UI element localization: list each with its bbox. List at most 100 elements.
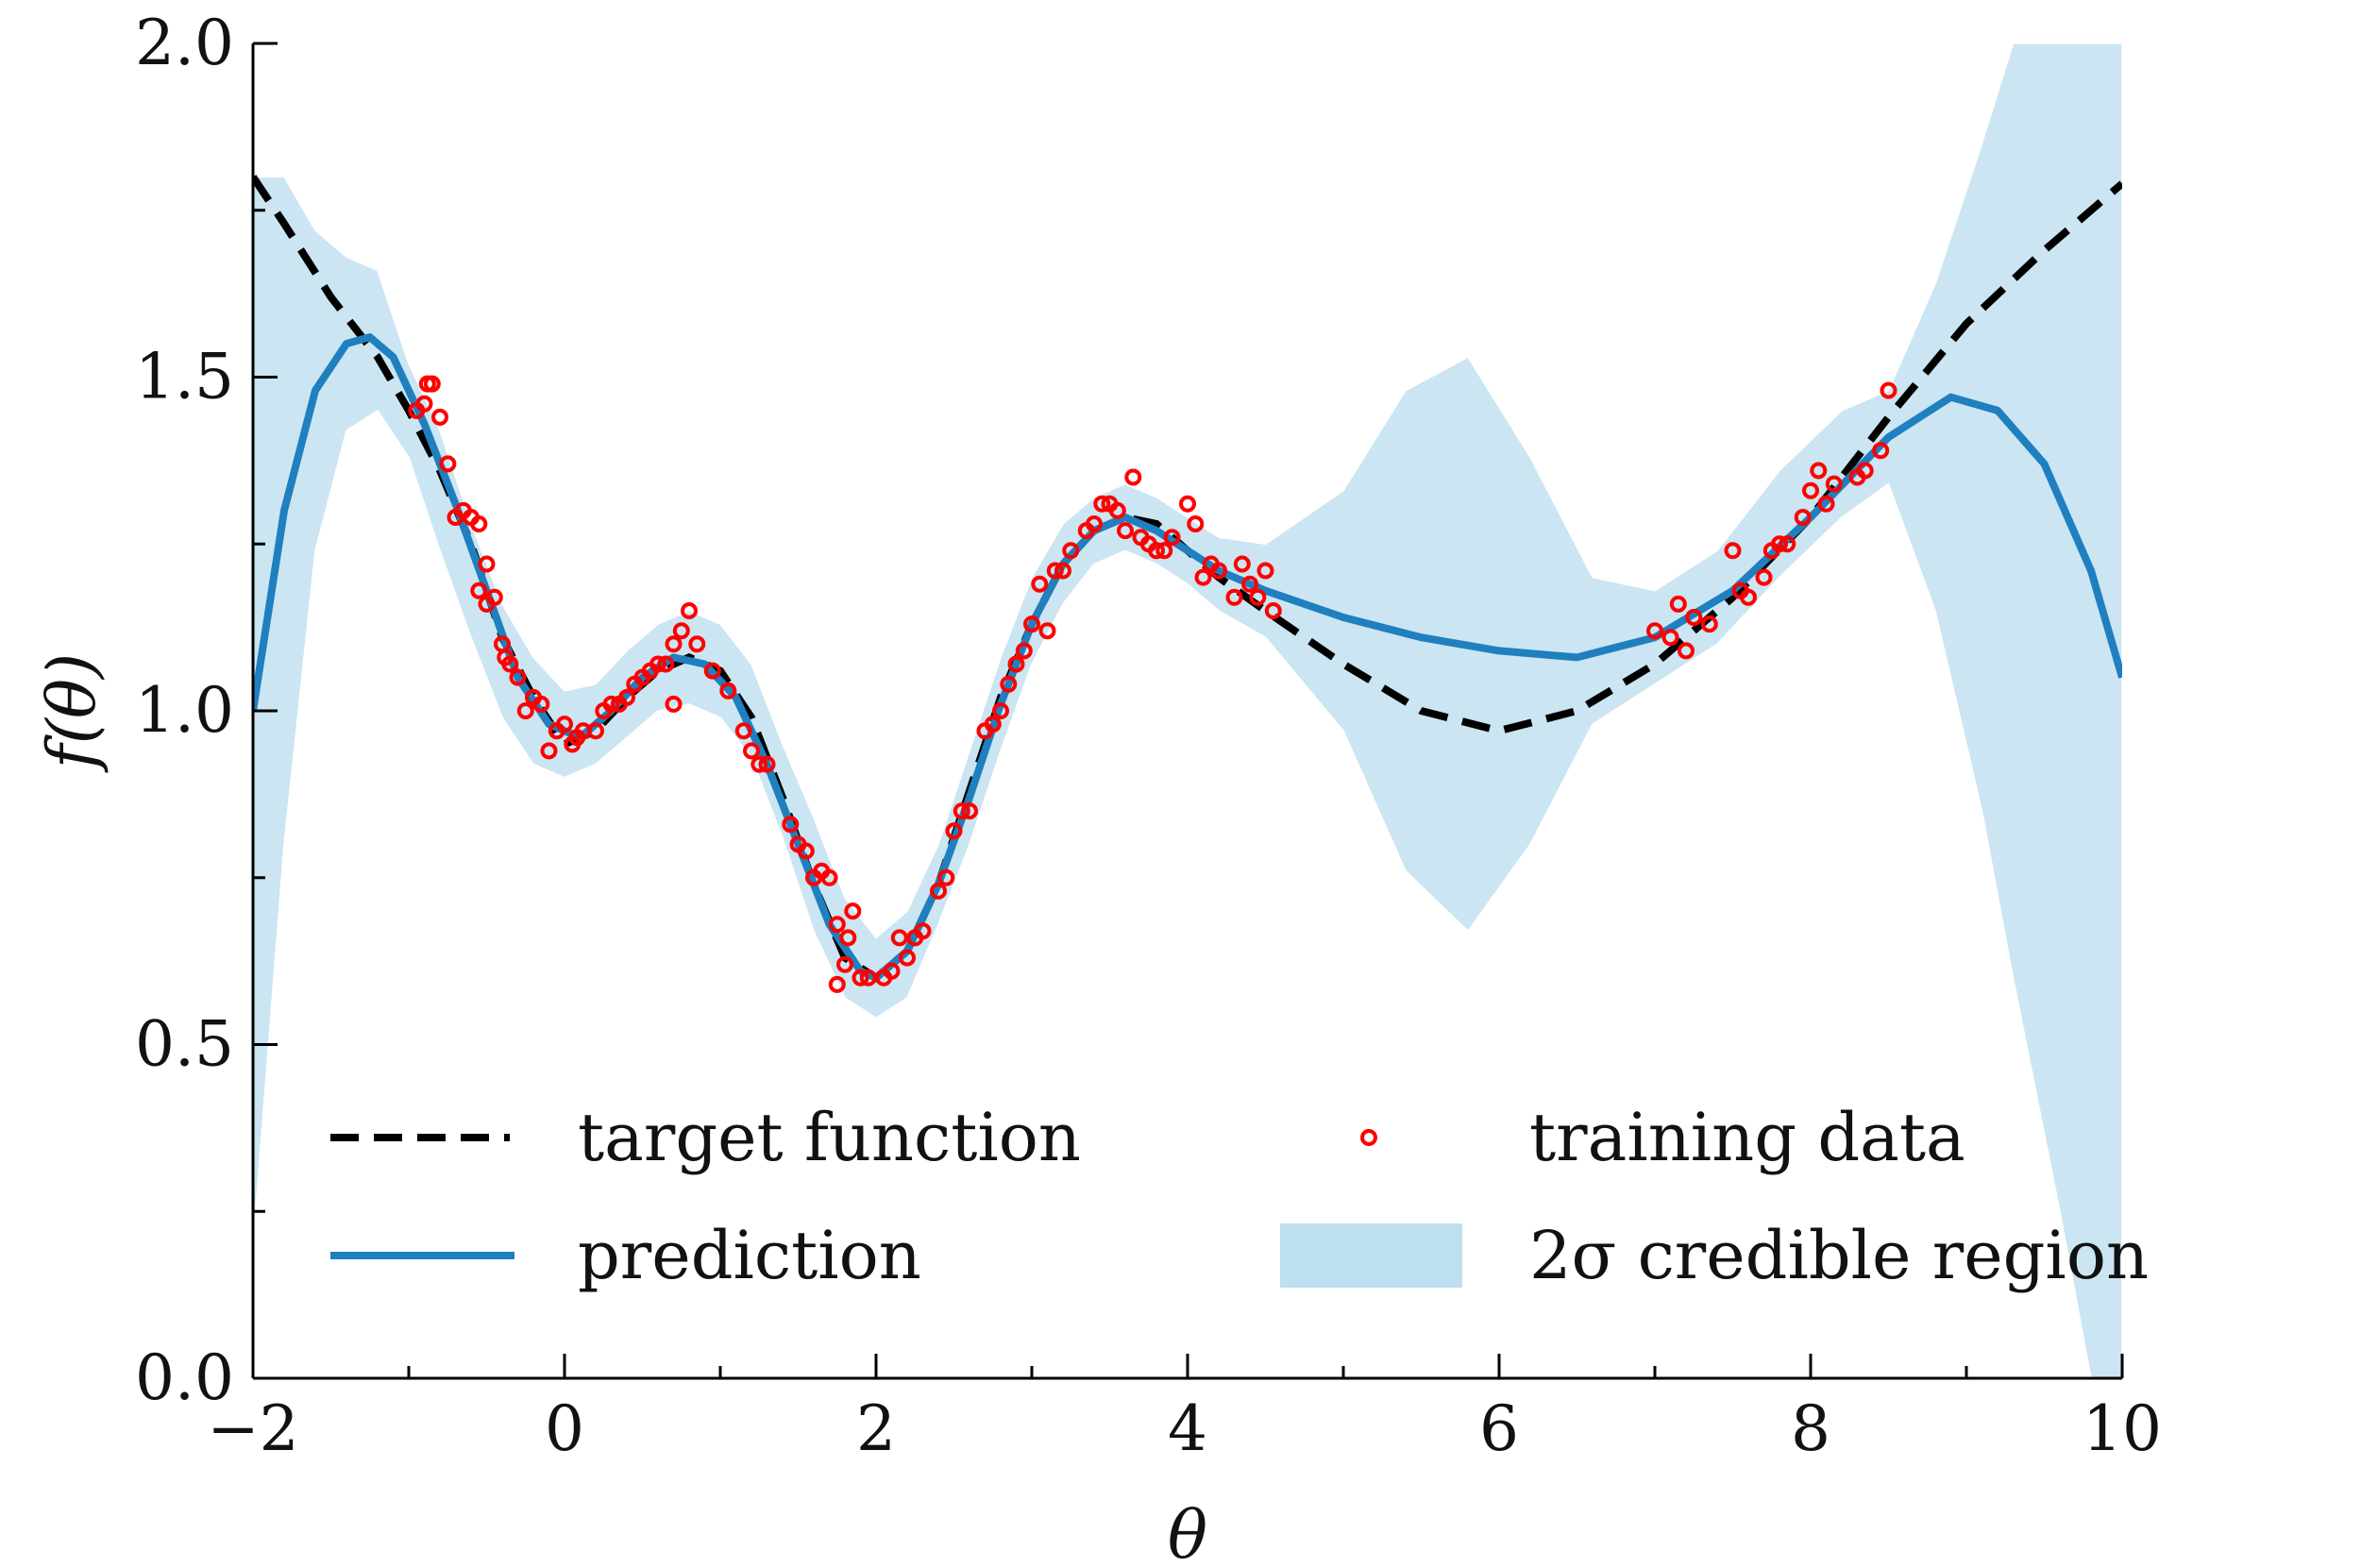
training-point-94 [1155,542,1173,560]
training-point-38 [665,695,683,713]
training-point-67 [930,882,947,900]
training-point-104 [1249,588,1267,606]
legend-label-band: 2σ credible region [1529,1217,2149,1294]
training-point-62 [883,962,901,980]
training-point-71 [961,802,978,820]
training-point-85 [1086,515,1103,532]
legend-label-target: target function [578,1099,1081,1176]
training-point-123 [1817,495,1835,513]
y-axis-label: f(θ) [33,653,110,774]
training-point-20 [532,695,550,713]
training-point-95 [1163,529,1181,547]
training-point-112 [1700,615,1718,633]
training-point-23 [556,716,573,733]
training-point-63 [890,929,908,947]
training-point-102 [1233,555,1251,573]
x-tick-label: −2 [207,1392,298,1465]
training-point-17 [509,668,527,686]
training-point-76 [1007,655,1025,673]
training-point-75 [1000,675,1018,693]
training-point-16 [501,655,519,673]
training-point-44 [734,722,752,740]
training-point-77 [1015,642,1033,660]
training-point-105 [1256,562,1274,580]
training-point-108 [1661,629,1679,647]
credible-region-band [253,43,2122,1378]
training-point-118 [1771,535,1788,553]
training-point-50 [797,842,815,860]
training-point-124 [1825,475,1843,493]
training-point-73 [984,716,1002,733]
training-point-36 [657,655,675,673]
training-point-98 [1194,568,1212,586]
training-point-107 [1646,622,1663,640]
training-point-39 [672,622,690,640]
training-point-40 [681,602,698,619]
legend-item-target: target function [330,1099,1081,1176]
training-point-43 [719,682,737,700]
training-point-79 [1031,575,1049,593]
y-tick-label: 1.5 [135,341,234,413]
training-point-13 [485,588,503,606]
training-point-128 [1880,381,1897,399]
training-point-60 [859,969,877,986]
training-point-56 [836,955,853,973]
legend: target function prediction training data 2σ… [330,1099,2149,1294]
training-point-86 [1093,495,1111,513]
axes: −2 0 2 4 6 8 10 0.0 0.5 1.0 1.5 2.0 [135,7,2162,1465]
training-point-3 [423,375,441,393]
x-axis-label: θ [1168,1496,1207,1568]
training-point-100 [1210,562,1227,580]
legend-label-prediction: prediction [578,1217,921,1294]
training-point-110 [1678,642,1695,660]
training-point-9 [470,515,488,532]
training-point-11 [478,555,496,573]
legend-label-training: training data [1529,1099,1965,1176]
training-point-69 [945,822,963,840]
training-point-5 [439,455,457,473]
training-point-78 [1023,615,1040,633]
training-point-58 [844,902,862,920]
x-tick-label: 2 [856,1392,896,1465]
training-point-53 [820,868,838,886]
training-point-27 [587,722,604,740]
training-point-115 [1740,588,1757,606]
training-point-45 [743,742,760,760]
training-point-93 [1148,542,1165,560]
x-tick-label: 6 [1479,1392,1519,1465]
training-point-122 [1810,462,1828,480]
training-point-37 [665,635,683,653]
training-point-106 [1264,602,1282,619]
training-point-18 [516,702,534,719]
training-point-4 [431,408,448,426]
y-tick-label: 2.0 [135,7,234,79]
x-tick-label: 4 [1168,1392,1207,1465]
training-point-46 [750,755,768,773]
training-point-96 [1179,495,1196,513]
x-tick-label: 0 [545,1392,584,1465]
y-tick-label: 0.0 [135,1341,234,1414]
training-point-80 [1038,622,1056,640]
training-point-41 [688,635,706,653]
legend-swatch-band [1278,1222,1464,1290]
legend-swatch-training [1360,1129,1377,1146]
training-point-103 [1241,575,1258,593]
training-point-90 [1124,468,1142,486]
training-point-31 [618,688,635,706]
training-data-points [408,375,1897,993]
training-point-113 [1724,542,1742,560]
training-point-21 [540,742,558,760]
training-point-101 [1225,588,1243,606]
training-point-81 [1046,562,1064,580]
training-point-10 [470,582,488,599]
training-point-35 [649,655,666,673]
plot-area [253,43,2122,1378]
training-point-111 [1685,609,1703,626]
training-point-97 [1187,515,1205,532]
training-point-70 [953,802,970,820]
training-point-66 [914,922,932,940]
training-point-48 [782,816,800,834]
training-point-89 [1117,522,1134,540]
legend-item-prediction: prediction [330,1217,921,1294]
training-point-120 [1794,509,1812,526]
